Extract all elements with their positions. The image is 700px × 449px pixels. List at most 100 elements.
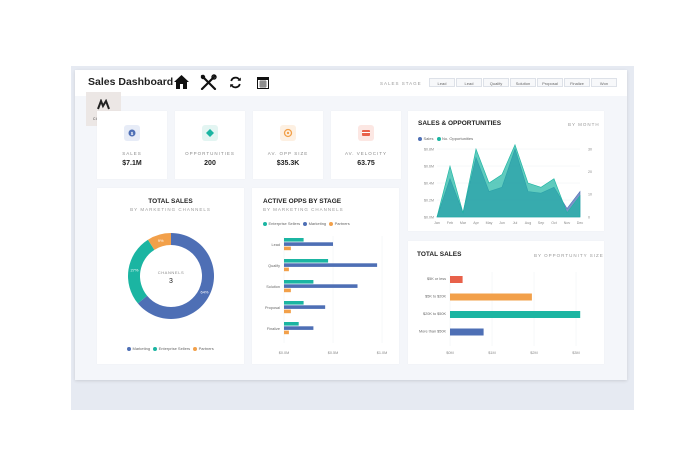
kpi-label: AV. VELOCITY xyxy=(344,151,387,156)
bar-marketing xyxy=(284,326,314,330)
size-bar xyxy=(450,276,463,283)
size-bar xyxy=(450,293,532,301)
stage-button-won[interactable]: Won xyxy=(591,78,617,87)
calendar-icon[interactable] xyxy=(257,76,269,89)
y-tick-label-left: $0.2M xyxy=(424,198,434,202)
sales-stage-filter: Lead Lead Qualify Solution Proposal Fina… xyxy=(429,78,618,87)
bar-partners xyxy=(284,309,291,314)
x-tick-label: Aug xyxy=(525,221,531,225)
sales-opps-card: SALES & OPPORTUNITIES BY MONTH Sales No.… xyxy=(408,111,604,231)
y-tick-label-right: 20 xyxy=(588,170,592,174)
kpi-card-avg-opp-size: AV. OPP SIZE $35.3K xyxy=(253,111,323,179)
legend-partners: Partners xyxy=(334,221,350,226)
sales-stage-label: SALES STAGE xyxy=(380,81,422,86)
x-tick-label: $1M xyxy=(488,351,495,355)
card-title: ACTIVE OPPS BY STAGE xyxy=(263,198,342,205)
bar-partners xyxy=(284,330,289,335)
bar-enterprise-sellers xyxy=(284,322,299,326)
category-label: $5K to $20K xyxy=(425,295,446,299)
stage-button-lead-1[interactable]: Lead xyxy=(429,78,455,87)
dollar-icon: $ xyxy=(124,125,140,141)
home-icon[interactable] xyxy=(173,74,190,90)
bar-enterprise-sellers xyxy=(284,301,304,305)
x-tick-label: Nov xyxy=(564,221,571,225)
card-subtitle: BY MARKETING CHANNELS xyxy=(263,207,344,212)
card-subtitle: BY MARKETING CHANNELS xyxy=(130,207,211,212)
donut-slice-label: 64% xyxy=(200,289,208,294)
total-sales-size-card: TOTAL SALES BY OPPORTUNITY SIZE $0M $1M $2… xyxy=(408,241,604,364)
x-tick-label: $0M xyxy=(446,351,453,355)
y-tick-label-right: 30 xyxy=(588,147,592,151)
stage-button-qualify[interactable]: Qualify xyxy=(483,78,509,87)
donut-center-label: CHANNELS xyxy=(158,270,185,275)
x-tick-label: May xyxy=(486,221,493,225)
size-bar xyxy=(450,311,581,318)
donut-slice-0 xyxy=(137,233,214,319)
active-opps-card: ACTIVE OPPS BY STAGE BY MARKETING CHANNE… xyxy=(252,188,399,364)
stage-button-lead-2[interactable]: Lead xyxy=(456,78,482,87)
size-bar xyxy=(450,328,484,336)
donut-slice-label: 9% xyxy=(158,238,164,243)
refresh-icon[interactable] xyxy=(229,76,242,89)
kpi-label: SALES xyxy=(122,151,142,156)
legend-marketing: Marketing xyxy=(308,221,327,226)
card-title: SALES & OPPORTUNITIES xyxy=(418,120,502,127)
category-label: Finalize xyxy=(267,327,280,331)
category-label: Lead xyxy=(272,243,280,247)
total-sales-channels-card: TOTAL SALES BY MARKETING CHANNELS CHANNE… xyxy=(97,188,244,364)
sales-opps-area-chart: $0.0M $0.2M $0.4M $0.6M $0.8M 0 10 20 30 Jan Feb Ma… xyxy=(424,143,592,225)
active-opps-bar-chart: $0.0M $0.5M $1.0M Lead Qualify Solution Propos… xyxy=(265,236,387,355)
x-tick-label: $2M xyxy=(530,351,537,355)
card-subtitle: BY OPPORTUNITY SIZE xyxy=(534,253,604,258)
kpi-card-sales: $ SALES $7.1M xyxy=(97,111,167,179)
bar-marketing xyxy=(284,263,378,267)
x-tick-label: Jun xyxy=(499,221,505,225)
category-label: Proposal xyxy=(265,306,280,310)
legend-no-opportunities: No. Opportunities xyxy=(442,136,474,141)
stage-button-solution[interactable]: Solution xyxy=(510,78,536,87)
category-label: $20K to $50K xyxy=(423,312,446,316)
y-tick-label-right: 0 xyxy=(588,215,590,219)
tools-icon[interactable] xyxy=(200,74,217,90)
active-opps-legend: Enterprise Sellers Marketing Partners xyxy=(263,221,353,226)
bar-marketing xyxy=(284,242,333,246)
card-subtitle: BY MONTH xyxy=(568,122,600,127)
channels-legend: Marketing Enterprise Sellers Partners xyxy=(127,346,217,351)
kpi-value: $7.1M xyxy=(122,160,142,167)
legend-enterprise-sellers: Enterprise Sellers xyxy=(268,221,301,226)
diamond-icon xyxy=(202,125,218,141)
kpi-label: AV. OPP SIZE xyxy=(267,151,309,156)
category-label: More than $50K xyxy=(419,330,446,334)
card-icon xyxy=(358,125,374,141)
x-tick-label: Oct xyxy=(551,221,557,225)
donut-slice-label: 27% xyxy=(130,268,138,273)
channels-donut-chart: CHANNELS 3 64% 27% 9% xyxy=(128,233,214,319)
x-tick-label: Sep xyxy=(538,221,544,225)
kpi-value: $35.3K xyxy=(276,160,300,167)
page-title: Sales Dashboard xyxy=(88,76,174,88)
card-title: TOTAL SALES xyxy=(148,198,193,205)
donut-slice-2 xyxy=(147,233,171,250)
stage-button-finalize[interactable]: Finalize xyxy=(564,78,590,87)
bar-marketing xyxy=(284,305,326,309)
category-label: $5K or less xyxy=(427,277,446,281)
x-tick-label: Dec xyxy=(577,221,584,225)
y-tick-label-right: 10 xyxy=(588,193,592,197)
kpi-value: 63.75 xyxy=(357,160,375,167)
kpi-label: OPPORTUNITIES xyxy=(185,151,235,156)
bar-enterprise-sellers xyxy=(284,238,304,242)
bar-enterprise-sellers xyxy=(284,280,314,284)
x-tick-label: Apr xyxy=(473,221,479,225)
x-tick-label: $0.5M xyxy=(328,351,339,355)
x-tick-label: Jan xyxy=(434,221,440,225)
header-bar: Sales Dashboard SALES STAGE Lead Lead Qu… xyxy=(75,70,627,96)
donut-slice-1 xyxy=(128,239,155,304)
card-title: TOTAL SALES xyxy=(417,251,462,258)
dashboard-panel: Sales Dashboard SALES STAGE Lead Lead Qu… xyxy=(75,70,627,380)
stage-button-proposal[interactable]: Proposal xyxy=(537,78,563,87)
legend-partners: Partners xyxy=(198,346,214,351)
donut-center-value: 3 xyxy=(169,278,173,285)
y-tick-label-left: $0.8M xyxy=(424,147,434,151)
logo-mark-icon xyxy=(96,98,110,110)
x-tick-label: $0.0M xyxy=(279,351,290,355)
